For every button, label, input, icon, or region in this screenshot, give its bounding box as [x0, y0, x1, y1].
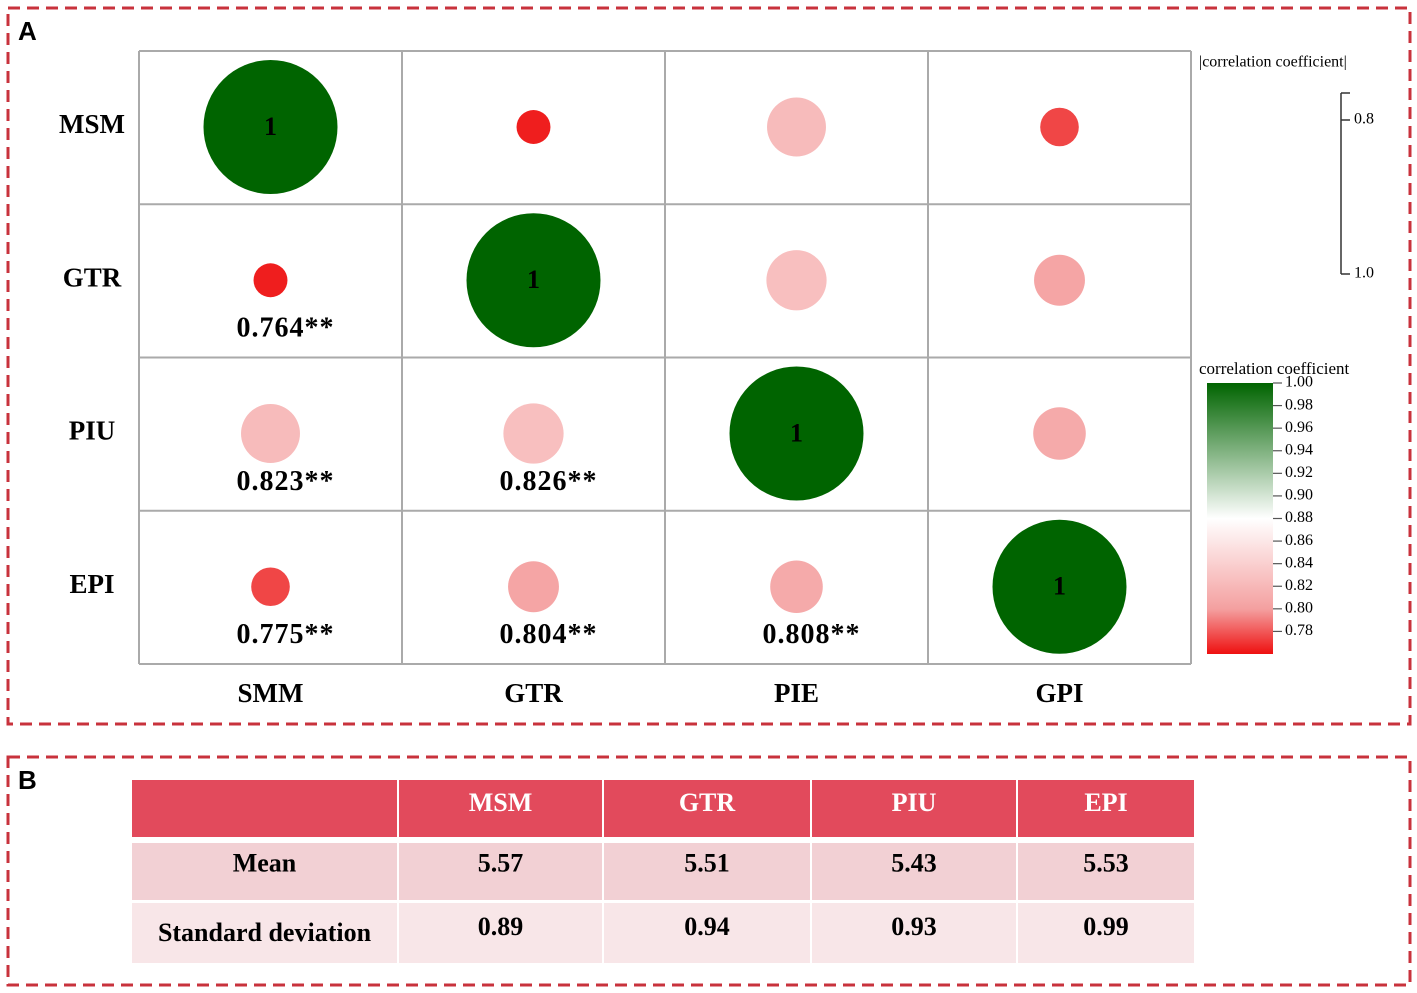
panel-label: A: [18, 16, 37, 46]
tick-label: 1.0: [1354, 265, 1374, 282]
correlation-circle: [508, 561, 559, 613]
value-label: 0.826**: [500, 466, 598, 497]
correlation-circle: [466, 213, 601, 348]
tick-label: 0.86: [1285, 532, 1313, 549]
column-header: EPI: [1084, 788, 1127, 817]
panel-b-border: [6, 755, 1412, 987]
row-header: Mean: [233, 848, 297, 877]
value-label: 1: [790, 418, 803, 447]
table-cell: [1018, 843, 1194, 900]
tick-label: 0.8: [1354, 111, 1374, 128]
table-cell: [812, 843, 1016, 900]
tick-label: 0.88: [1285, 509, 1313, 526]
table-cell: [399, 780, 602, 837]
column-header: PIU: [892, 788, 937, 817]
correlation-circle: [770, 560, 823, 614]
table-cell: [132, 903, 397, 963]
row-label: GTR: [63, 262, 122, 292]
col-label: PIE: [774, 678, 819, 708]
table-value: 5.57: [478, 848, 524, 877]
table-value: 0.93: [891, 912, 937, 941]
table-value: 5.43: [891, 848, 937, 877]
table-value: 5.51: [684, 848, 730, 877]
correlation-circle: [241, 404, 300, 463]
correlation-circle: [516, 110, 551, 144]
correlation-circle: [1033, 407, 1086, 460]
tick-label: 0.90: [1285, 487, 1313, 504]
tick-label: 0.98: [1285, 396, 1313, 413]
panel-label: B: [18, 765, 37, 795]
correlation-circle: [503, 403, 564, 464]
value-label: 0.764**: [237, 313, 335, 344]
tick-label: 0.84: [1285, 554, 1313, 571]
table-value: 5.53: [1083, 848, 1129, 877]
table-cell: [812, 780, 1016, 837]
correlation-circle: [766, 250, 827, 311]
legend-title: |correlation coefficient|: [1199, 54, 1347, 71]
tick-label: 0.78: [1285, 622, 1313, 639]
value-label: 0.808**: [763, 619, 861, 650]
tick-label: 0.96: [1285, 419, 1313, 436]
correlation-circle: [251, 567, 290, 607]
table-cell: [812, 903, 1016, 963]
row-header: Standard deviation: [158, 918, 372, 947]
correlation-circle: [253, 263, 288, 298]
column-header: MSM: [469, 788, 533, 817]
correlation-circle: [767, 97, 826, 157]
table-value: 0.99: [1083, 912, 1129, 941]
table-cell: [132, 843, 397, 900]
col-label: SMM: [238, 678, 304, 708]
value-label: 0.804**: [500, 619, 598, 650]
value-label: 1: [264, 112, 277, 141]
tick-label: 1.00: [1285, 374, 1313, 391]
correlation-circle: [992, 519, 1127, 654]
value-label: 0.823**: [237, 466, 335, 497]
table-cell: [399, 903, 602, 963]
value-label: 1: [1053, 572, 1066, 601]
table-cell: [132, 780, 397, 837]
row-label: EPI: [69, 569, 114, 599]
table-cell: [604, 903, 810, 963]
correlation-circle: [203, 60, 338, 194]
correlation-circle: [1040, 107, 1079, 147]
table-value: 0.94: [684, 912, 730, 941]
legend-title: correlation coefficient: [1199, 359, 1350, 378]
column-header: GTR: [679, 788, 736, 817]
tick-label: 0.92: [1285, 464, 1313, 481]
col-label: GTR: [504, 678, 563, 708]
table-cell: [1018, 780, 1194, 837]
tick-label: 0.80: [1285, 600, 1313, 617]
table-cell: [1018, 903, 1194, 963]
table-cell: [399, 843, 602, 900]
col-label: GPI: [1035, 678, 1083, 708]
colorbar: [1207, 383, 1273, 654]
tick-label: 0.82: [1285, 577, 1313, 594]
value-label: 0.775**: [237, 619, 335, 650]
table-cell: [604, 780, 810, 837]
correlation-circle: [1034, 254, 1085, 306]
row-label: PIU: [69, 416, 116, 446]
value-label: 1: [527, 265, 540, 294]
panel-a-border: [6, 6, 1412, 726]
row-label: MSM: [59, 109, 125, 139]
table-value: 0.89: [478, 912, 524, 941]
table-cell: [604, 843, 810, 900]
correlation-circle: [729, 366, 864, 501]
tick-label: 0.94: [1285, 441, 1313, 458]
